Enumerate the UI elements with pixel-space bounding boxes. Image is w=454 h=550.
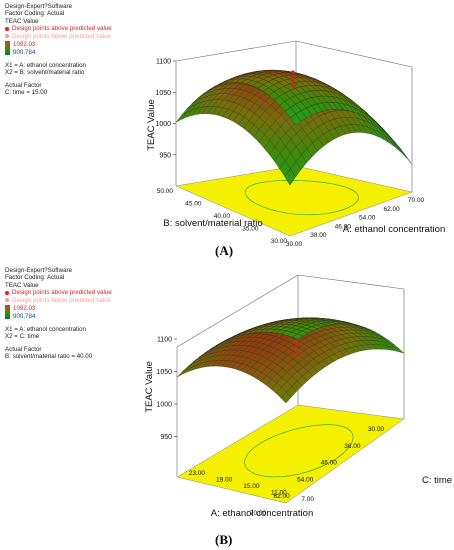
x-tick-label: 54.00 [359, 215, 376, 222]
z-axis-title: TEAC Value [146, 99, 157, 151]
legend-actual-factor: B: solvent/material ratio = 40.00 [5, 353, 93, 361]
legend-above-label: Design points above predicted value [12, 25, 112, 33]
y-axis-title: C: time [422, 475, 452, 486]
y-tick-label: 40.00 [214, 213, 231, 220]
design-point [296, 351, 300, 355]
legend-above: Design points above predicted value [5, 289, 112, 296]
surface-facet [389, 139, 402, 153]
x-tick-label: 54.00 [297, 476, 314, 483]
x-tick-label: 70.00 [408, 197, 425, 204]
x-tick-label: 30.00 [286, 241, 303, 248]
scale-high: 1092.03 [13, 305, 36, 313]
axis-frame-top-right [297, 274, 405, 290]
legend-x2: X2 = C: time [5, 333, 40, 341]
pink-dot-icon [5, 297, 9, 302]
x-tick-label: 46.00 [321, 460, 338, 467]
legend-response: TEAC Value [5, 281, 39, 289]
z-tick-label: 1000 [155, 121, 171, 128]
z-tick-label: 1100 [157, 337, 172, 344]
y-tick-label: 30.00 [271, 238, 288, 245]
x-axis-title: A: ethanol concentration [211, 508, 313, 519]
x-tick-label: 46.00 [335, 223, 352, 230]
x-tick-label: 62.00 [383, 206, 400, 213]
z-tick-label: 1100 [156, 59, 171, 66]
z-tick-label: 1000 [156, 402, 172, 409]
panel-label-b: (B) [215, 532, 233, 547]
scale-low: 900.784 [13, 48, 36, 56]
chart-panel-b: Design-Expert?Software Factor Coding: Ac… [0, 265, 454, 550]
legend-x1: X1 = A: ethanol concentration [5, 62, 87, 70]
y-tick-label: 19.00 [216, 477, 233, 484]
design-point [294, 340, 298, 344]
design-point [291, 82, 295, 86]
surface-facet [290, 113, 302, 126]
legend-below-label: Design points below predicted value [12, 296, 112, 304]
y-tick-label: 11.00 [271, 490, 287, 497]
surface-facet [395, 144, 407, 158]
color-scale: 1092.03 900.784 [5, 305, 112, 320]
x-tick-label: 30.00 [368, 426, 385, 433]
design-point [291, 77, 295, 81]
legend-a: Design-Expert?Software Factor Coding: Ac… [5, 3, 112, 97]
color-scale-bar [5, 305, 10, 320]
chart-panel-a: Design-Expert?Software Factor Coding: Ac… [0, 0, 454, 262]
x-tick-label: 38.00 [344, 443, 361, 450]
red-dot-icon [5, 26, 9, 31]
y-tick-label: 7.00 [301, 496, 314, 503]
red-dot-icon [5, 290, 9, 295]
panel-label-a: (A) [215, 243, 234, 258]
legend-coding: Factor Coding: Actual [5, 10, 65, 18]
legend-coding: Factor Coding: Actual [5, 274, 65, 282]
axis-frame-top-left [175, 40, 297, 62]
surface-facet [292, 333, 304, 340]
legend-software: Design-Expert?Software [5, 3, 73, 10]
surface-facet [204, 346, 215, 354]
legend-below: Design points below predicted value [5, 33, 112, 40]
y-tick-label: 15.00 [243, 483, 260, 490]
design-point [293, 84, 297, 88]
surface-plot-b: 950 1000 1050 1100 TEAC Value 70.00 62.00 54.00… [144, 274, 452, 519]
x-tick-label: 62.00 [273, 493, 290, 500]
floor-plane [176, 404, 405, 504]
axis-frame-top-right [295, 40, 413, 68]
axis-frame-top-left [176, 274, 299, 348]
legend-actual-title: Actual Factor [5, 81, 42, 89]
scale-low: 900.784 [13, 312, 36, 320]
design-point [291, 70, 295, 74]
y-tick-label: 35.00 [242, 226, 259, 233]
z-tick-label: 950 [160, 434, 172, 441]
y-tick-label: 50.00 [157, 188, 174, 195]
legend-above-label: Design points above predicted value [12, 289, 112, 297]
surface-facet [176, 368, 188, 378]
x-tick-label: 38.00 [310, 232, 327, 239]
surface-plot-a: 950 1000 1050 1100 TEAC Value 30.00 38.00 46.00… [146, 40, 445, 248]
y-tick-label: 23.00 [189, 470, 206, 477]
scale-high: 1092.03 [13, 41, 36, 49]
z-tick-label: 950 [159, 152, 171, 159]
z-axis-title: TEAC Value [144, 361, 155, 413]
y-tick-label: 45.00 [185, 201, 202, 208]
legend-software: Design-Expert?Software [5, 267, 73, 274]
legend-b: Design-Expert?Software Factor Coding: Ac… [5, 267, 112, 361]
legend-x1: X1 = A: ethanol concentration [5, 326, 87, 334]
x-axis-title: A: ethanol concentration [343, 224, 445, 235]
z-tick-label: 1050 [155, 90, 171, 97]
legend-actual-factor: C: time = 15.00 [5, 89, 48, 97]
color-scale-bar [5, 41, 10, 56]
legend-below-label: Design points below predicted value [12, 32, 112, 40]
pink-dot-icon [5, 33, 9, 38]
x-tick-label: 70.00 [250, 510, 267, 517]
color-scale: 1092.03 900.784 [5, 41, 112, 56]
legend-x2: X2 = B: solvent/material ratio [5, 69, 85, 77]
legend-actual-title: Actual Factor [5, 345, 42, 353]
legend-below: Design points below predicted value [5, 297, 112, 304]
design-point [294, 347, 298, 351]
floor-contour [244, 180, 359, 216]
legend-above: Design points above predicted value [5, 25, 112, 32]
floor-contour [244, 424, 354, 478]
legend-response: TEAC Value [5, 17, 39, 25]
z-tick-label: 1050 [156, 369, 172, 376]
y-axis-title: B: solvent/material ratio [163, 218, 262, 229]
